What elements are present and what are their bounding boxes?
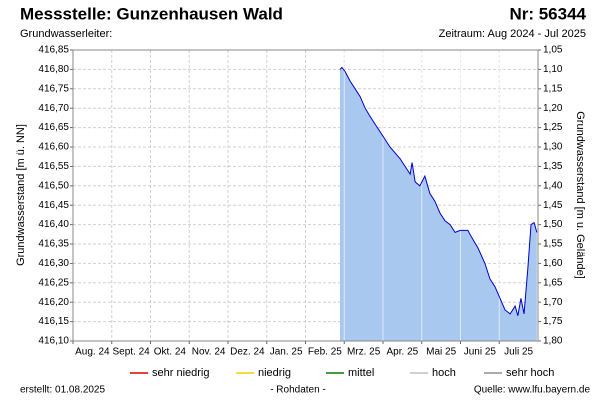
x-tick-label: Mrz. 25	[347, 347, 381, 358]
y-tick-label: 416,10	[38, 336, 69, 347]
legend-label: niedrig	[258, 367, 291, 379]
y-tick-label: 416,25	[38, 277, 69, 288]
y-tick-label: 416,50	[38, 180, 69, 191]
y-tick-label: 416,75	[38, 83, 69, 94]
created-date: erstellt: 01.08.2025	[20, 385, 105, 396]
y-tick-label: 416,85	[38, 45, 69, 56]
y2-tick-label: 1,60	[543, 258, 563, 269]
x-tick-label: Okt. 24	[154, 347, 187, 358]
y-tick-label: 416,30	[38, 258, 69, 269]
x-tick-label: Feb. 25	[308, 347, 342, 358]
y2-tick-label: 1,30	[543, 142, 563, 153]
x-tick-label: Nov. 24	[192, 347, 226, 358]
subtitle-left: Grundwasserleiter:	[20, 28, 112, 40]
legend-label: sehr hoch	[506, 367, 554, 379]
y-tick-label: 416,40	[38, 219, 69, 230]
x-tick-label: Aug. 24	[75, 347, 110, 358]
legend-label: mittel	[348, 367, 374, 379]
legend-label: hoch	[432, 367, 456, 379]
legend-label: sehr niedrig	[152, 367, 209, 379]
y2-tick-label: 1,25	[543, 122, 563, 133]
x-tick-label: Sept. 24	[112, 347, 150, 358]
y2-tick-label: 1,10	[543, 64, 563, 75]
x-tick-label: Dez. 24	[230, 347, 265, 358]
y2-tick-label: 1,05	[543, 45, 563, 56]
y2-axis-label: Grundwasserstand [m u. Gelände]	[574, 111, 586, 279]
y2-tick-label: 1,15	[543, 83, 563, 94]
station-number: Nr: 56344	[509, 4, 586, 23]
y-tick-label: 416,45	[38, 200, 69, 211]
y-tick-label: 416,20	[38, 297, 69, 308]
y2-tick-label: 1,50	[543, 219, 563, 230]
y-tick-label: 416,15	[38, 316, 69, 327]
y-axis-label: Grundwasserstand [m ü. NN]	[15, 124, 27, 266]
x-tick-label: Apr. 25	[387, 347, 419, 358]
y2-tick-label: 1,20	[543, 103, 563, 114]
plot-border	[72, 49, 539, 342]
y2-tick-label: 1,70	[543, 297, 563, 308]
y2-tick-label: 1,55	[543, 239, 563, 250]
x-tick-label: Juli 25	[504, 347, 533, 358]
raw-data-note: - Rohdaten -	[270, 385, 326, 396]
y2-tick-label: 1,45	[543, 200, 563, 211]
x-tick-label: Mai 25	[426, 347, 456, 358]
y2-tick-label: 1,35	[543, 161, 563, 172]
y-tick-label: 416,35	[38, 239, 69, 250]
y2-tick-label: 1,65	[543, 277, 563, 288]
level-line	[339, 66, 538, 316]
x-tick-label: Juni 25	[464, 347, 497, 358]
y2-tick-label: 1,40	[543, 180, 563, 191]
x-tick-label: Jan. 25	[270, 347, 303, 358]
chart-title: Messstelle: Gunzenhausen Wald	[20, 4, 283, 23]
y-tick-label: 416,55	[38, 161, 69, 172]
y-tick-label: 416,60	[38, 142, 69, 153]
y-tick-label: 416,65	[38, 122, 69, 133]
source: Quelle: www.lfu.bayern.de	[474, 385, 591, 396]
y-tick-label: 416,70	[38, 103, 69, 114]
subtitle-right: Zeitraum: Aug 2024 - Jul 2025	[439, 28, 586, 40]
y2-tick-label: 1,75	[543, 316, 563, 327]
y-tick-label: 416,80	[38, 64, 69, 75]
y2-tick-label: 1,80	[543, 336, 563, 347]
